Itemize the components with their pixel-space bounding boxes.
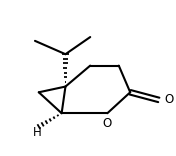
Text: H: H [33, 126, 41, 139]
Text: O: O [103, 117, 112, 130]
Text: O: O [165, 93, 174, 106]
